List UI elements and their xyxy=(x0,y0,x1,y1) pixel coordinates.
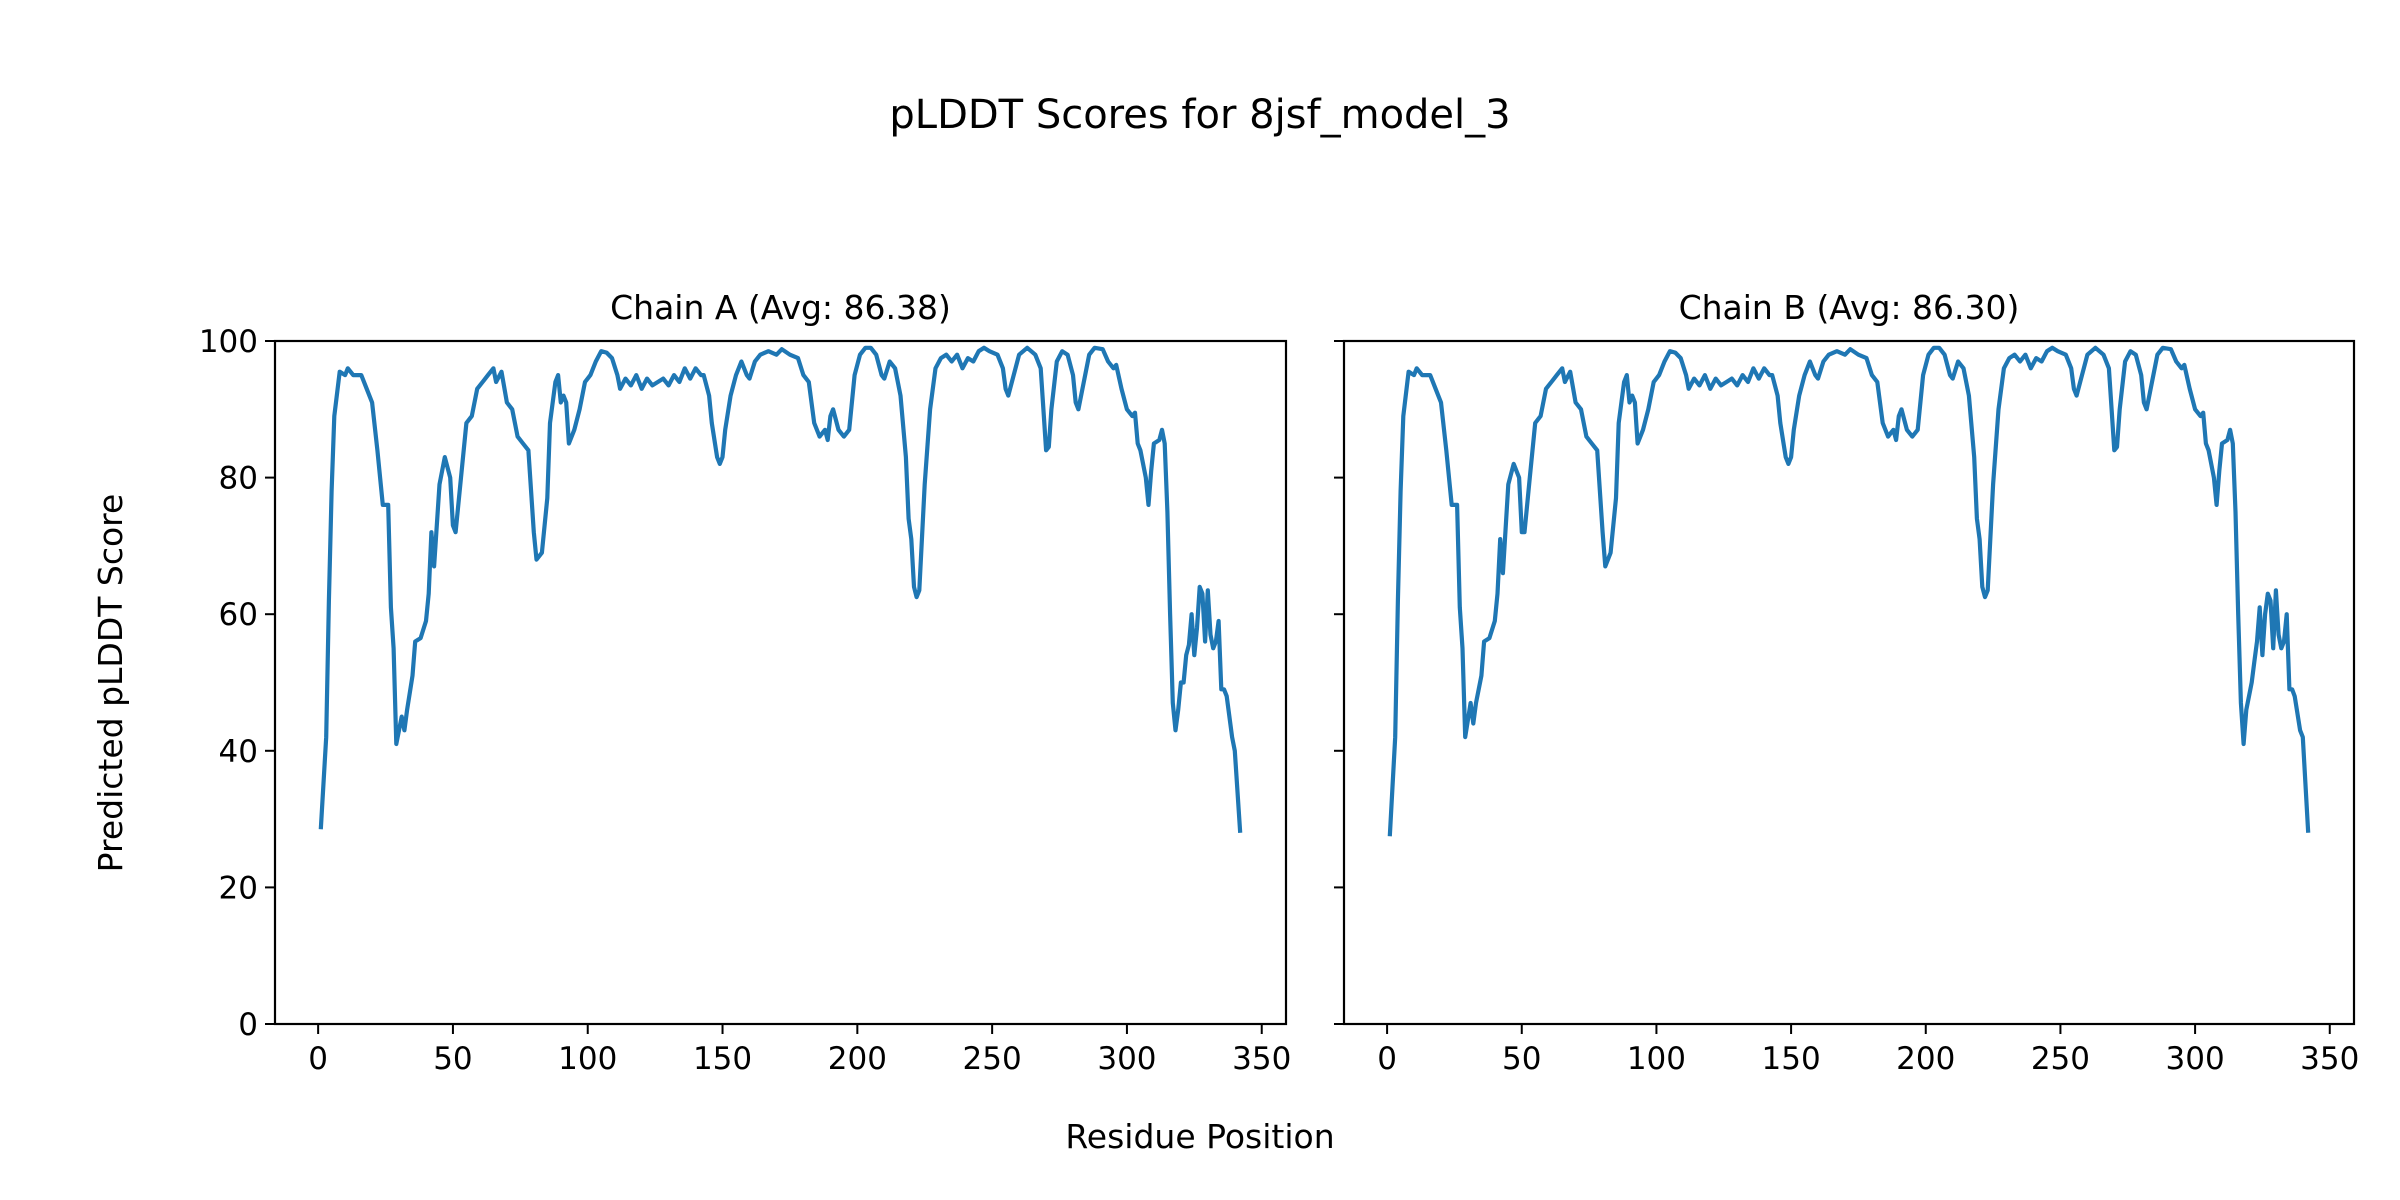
x-tick-label: 150 xyxy=(1762,1041,1821,1077)
x-tick-label: 300 xyxy=(2166,1041,2225,1077)
x-tick-label: 100 xyxy=(558,1041,617,1077)
panel-chain-a: Chain A (Avg: 86.38)0 50 100 150 200 250 300 35… xyxy=(199,288,1291,1077)
x-tick-label: 100 xyxy=(1627,1041,1686,1077)
x-tick-label: 50 xyxy=(1502,1041,1541,1077)
x-tick-label: 200 xyxy=(1896,1041,1955,1077)
y-tick-label: 80 xyxy=(219,461,258,497)
axes-frame xyxy=(1342,339,2356,1026)
y-tick-label: 40 xyxy=(219,734,258,770)
y-tick-label: 60 xyxy=(219,597,258,633)
panel-title: Chain B (Avg: 86.30) xyxy=(1679,288,2020,327)
x-tick-label: 150 xyxy=(693,1041,752,1077)
x-tick-label: 350 xyxy=(2300,1041,2359,1077)
figure-title: pLDDT Scores for 8jsf_model_3 xyxy=(889,92,1510,138)
axes-frame xyxy=(273,339,1288,1026)
x-tick-label: 300 xyxy=(1097,1041,1156,1077)
panel-title: Chain A (Avg: 86.38) xyxy=(610,288,951,327)
panel-chain-b: Chain B (Avg: 86.30) 0 50 100 150 200 250 300 35… xyxy=(1334,288,2359,1077)
y-axis-label: Predicted pLDDT Score xyxy=(91,494,130,873)
x-tick-label: 250 xyxy=(963,1041,1022,1077)
x-axis-label: Residue Position xyxy=(1065,1117,1334,1156)
x-tick-label: 200 xyxy=(828,1041,887,1077)
x-tick-label: 0 xyxy=(308,1041,328,1077)
y-tick-label: 100 xyxy=(199,324,258,360)
x-tick-label: 50 xyxy=(433,1041,472,1077)
plddt-line-chain-b xyxy=(1387,345,2311,837)
x-tick-label: 250 xyxy=(2031,1041,2090,1077)
x-tick-label: 0 xyxy=(1377,1041,1397,1077)
y-tick-label: 20 xyxy=(219,870,258,906)
plddt-line-chain-a xyxy=(318,345,1243,833)
x-tick-label: 350 xyxy=(1232,1041,1291,1077)
y-tick-label: 0 xyxy=(238,1007,258,1043)
